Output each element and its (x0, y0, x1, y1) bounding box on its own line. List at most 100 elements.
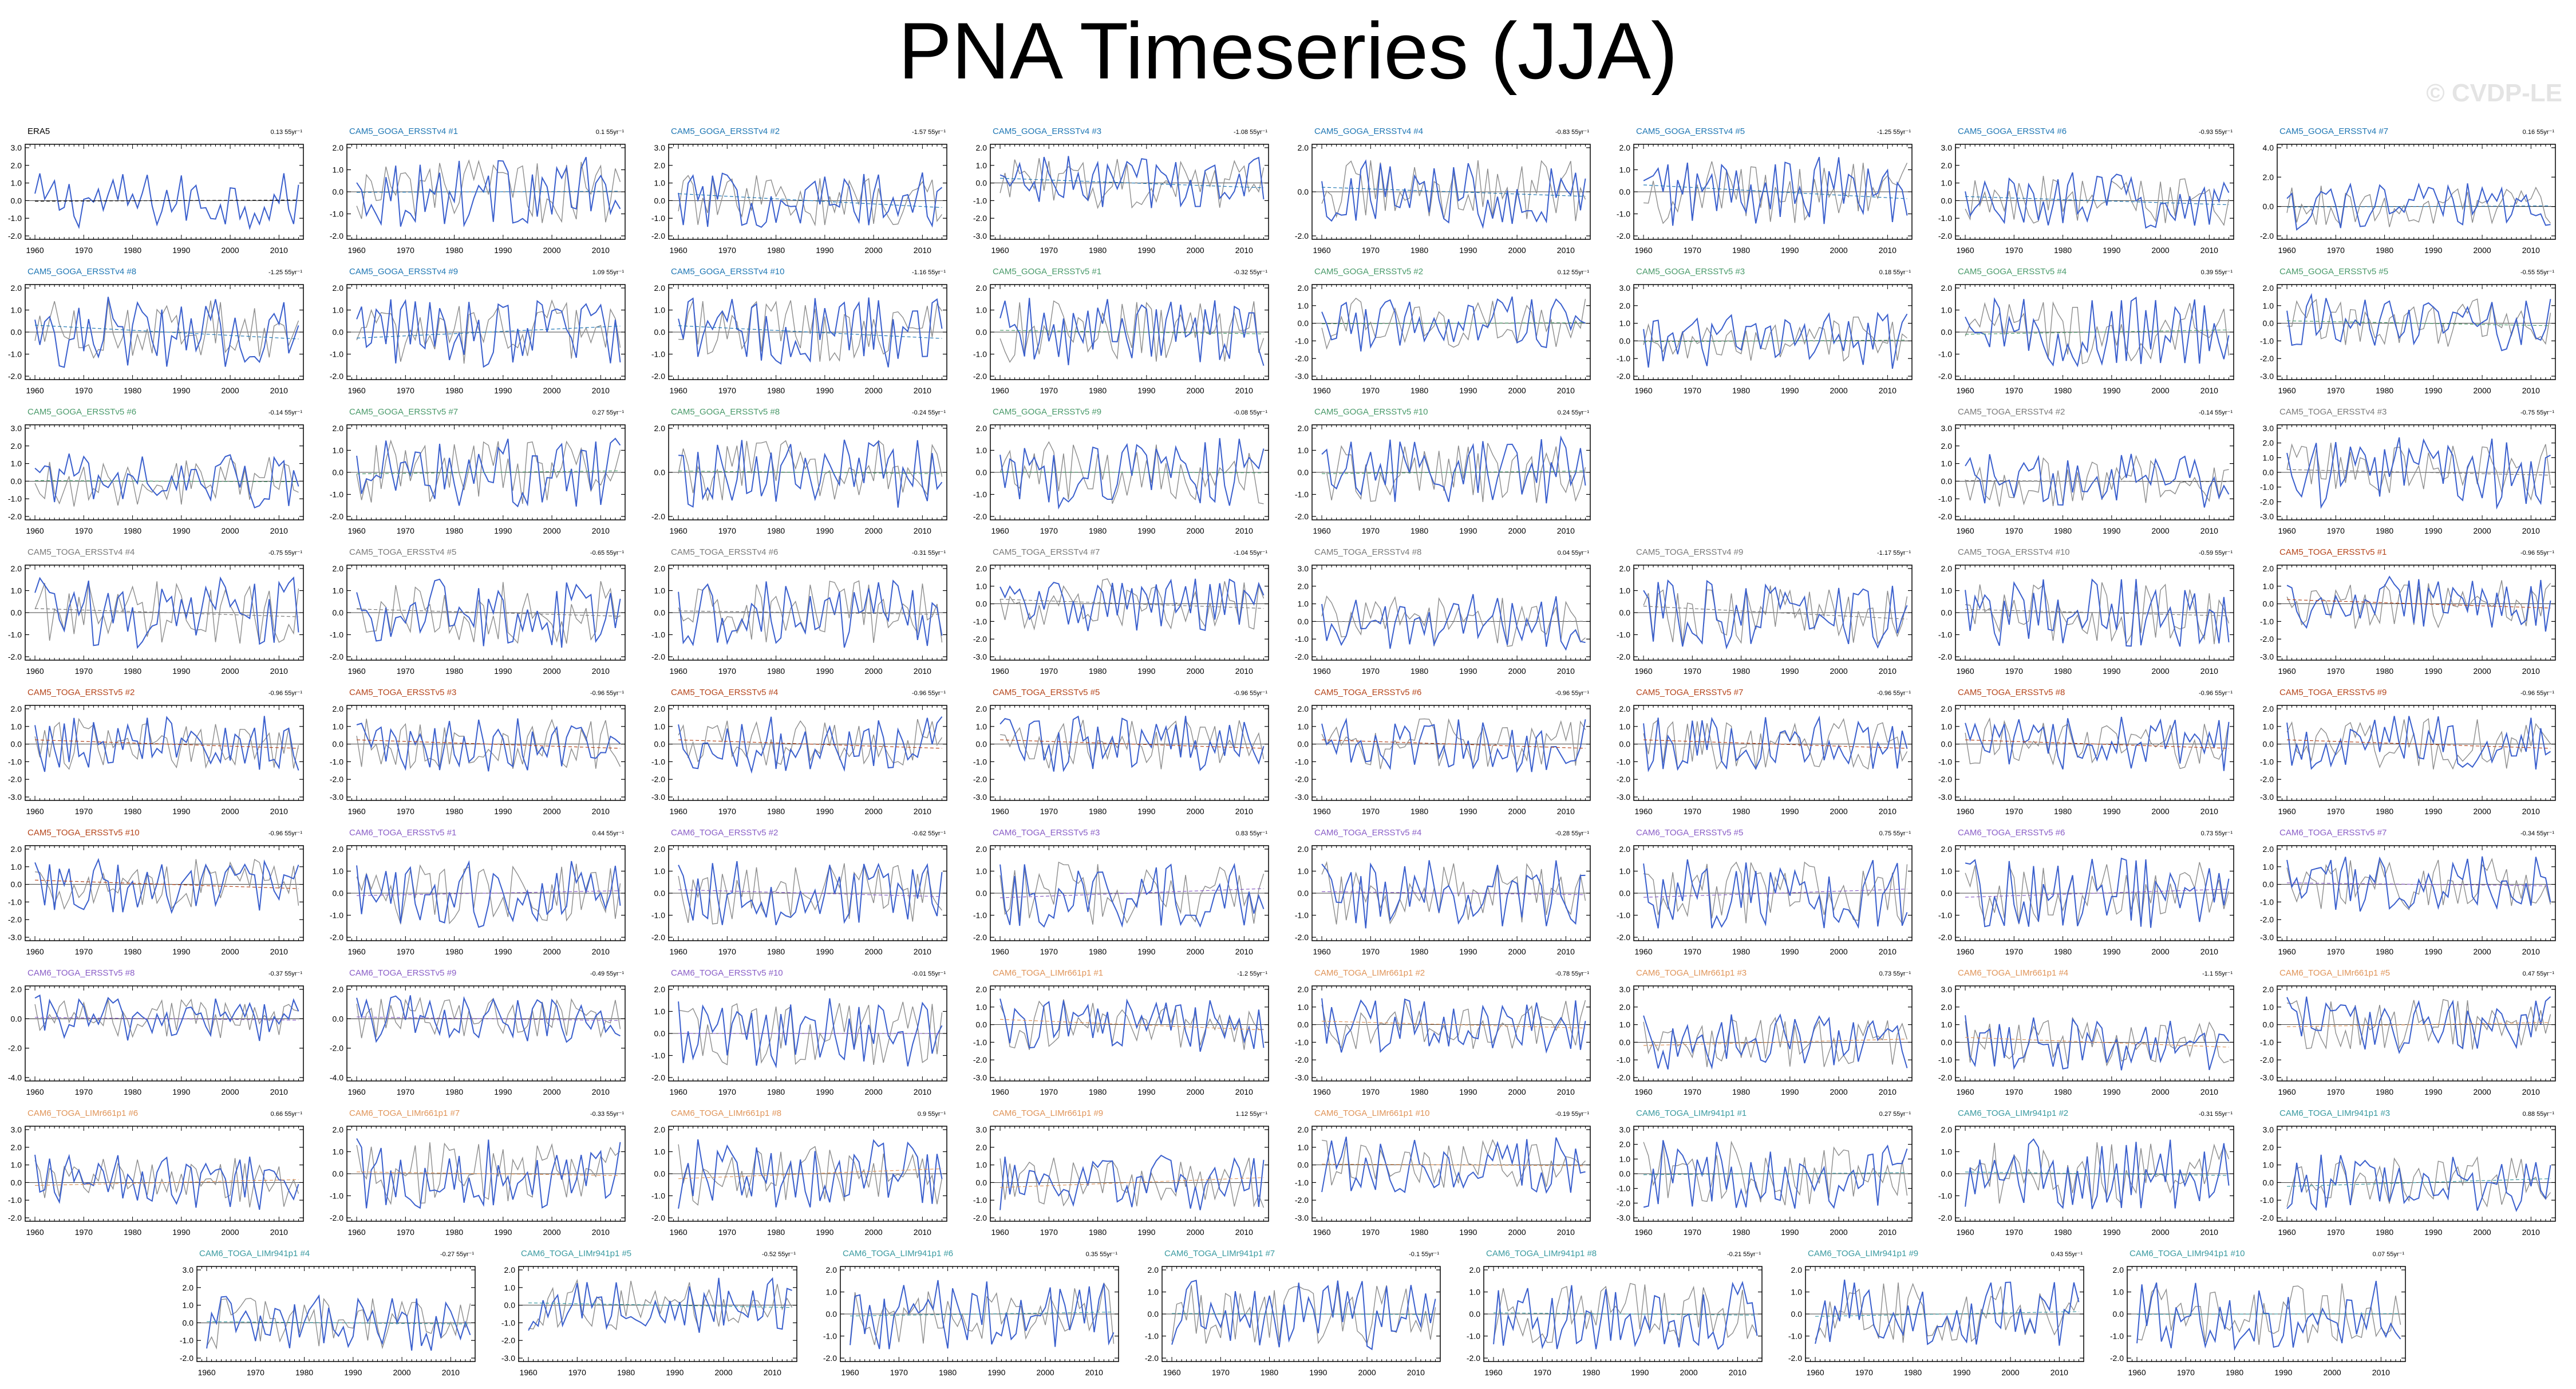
x-tick-label: 1970 (1040, 526, 1058, 535)
panel: CAM5_TOGA_ERSSTv5 #5 -0.96 55yr⁻¹ 2.0 1.0 0.… (973, 688, 1269, 816)
panel-title: CAM5_TOGA_ERSSTv5 #5 (993, 688, 1100, 697)
x-tick-label: 2000 (865, 386, 883, 395)
x-tick-label: 2000 (2474, 666, 2491, 676)
panel-title: CAM5_TOGA_ERSSTv4 #9 (1636, 547, 1743, 557)
x-tick-label: 2000 (543, 246, 561, 255)
x-tick-label: 1970 (1684, 666, 1701, 676)
panel-title: CAM5_GOGA_ERSSTv4 #10 (671, 267, 784, 277)
x-tick-label: 1980 (1732, 386, 1750, 395)
y-tick-label: 0.0 (1941, 327, 1953, 337)
x-tick-label: 1960 (991, 246, 1009, 255)
panel-trend: -0.96 55yr⁻¹ (1234, 690, 1267, 697)
y-tick-label: -2.0 (1295, 512, 1309, 521)
y-tick-label: 2.0 (1941, 441, 1953, 451)
panel-title: CAM5_GOGA_ERSSTv4 #2 (671, 127, 780, 136)
x-tick-label: 2010 (914, 807, 931, 816)
y-tick-label: 0.0 (654, 196, 666, 205)
trend-line (1965, 480, 2229, 483)
y-tick-label: -1.0 (651, 214, 665, 223)
panel-trend: 0.39 55yr⁻¹ (2201, 269, 2233, 276)
x-tick-label: 2010 (914, 666, 931, 676)
y-tick-label: -1.0 (651, 757, 665, 766)
x-tick-label: 1980 (1411, 526, 1428, 535)
x-tick-label: 1990 (1137, 386, 1155, 395)
x-tick-label: 2010 (1235, 526, 1253, 535)
y-tick-label: 3.0 (1941, 143, 1953, 152)
y-tick-label: -3.0 (651, 792, 665, 802)
panel-frame (25, 705, 304, 801)
y-tick-label: 3.0 (1298, 564, 1309, 573)
member-series-line (999, 438, 1265, 510)
panel: CAM5_GOGA_ERSSTv5 #7 0.27 55yr⁻¹ 2.0 1.0 0.0… (330, 407, 626, 535)
y-tick-label: 0.0 (333, 468, 344, 477)
y-tick-label: -1.0 (1295, 336, 1309, 345)
x-tick-label: 2000 (1508, 666, 1526, 676)
panel-title: CAM5_GOGA_ERSSTv5 #10 (1314, 407, 1428, 417)
panel-trend: -0.75 55yr⁻¹ (2520, 409, 2554, 416)
panel-title: CAM5_TOGA_ERSSTv4 #7 (993, 547, 1100, 557)
panel: CAM5_TOGA_ERSSTv4 #8 0.04 55yr⁻¹ 3.0 2.0 1.0… (1295, 547, 1591, 676)
panel: CAM5_TOGA_ERSSTv4 #5 -0.65 55yr⁻¹ 2.0 1.0 0.… (330, 547, 626, 676)
panel-trend: -1.16 55yr⁻¹ (912, 269, 946, 276)
panel-title: CAM5_TOGA_ERSSTv4 #4 (27, 547, 135, 557)
y-tick-label: 1.0 (2263, 582, 2274, 591)
x-tick-label: 2000 (1830, 386, 1848, 395)
panel-title: ERA5 (27, 127, 50, 136)
y-tick-label: -1.0 (1938, 350, 1952, 359)
panel: CAM5_GOGA_ERSSTv4 #2 -1.57 55yr⁻¹ 3.0 2.0 1.… (651, 127, 947, 255)
y-tick-label: 2.0 (976, 564, 987, 573)
panel: CAM5_GOGA_ERSSTv5 #2 0.12 55yr⁻¹ 2.0 1.0 0.0… (1295, 267, 1591, 395)
member-series-line (678, 172, 943, 228)
y-tick-label: -2.0 (973, 372, 987, 381)
y-tick-label: 0.0 (1298, 187, 1309, 196)
y-tick-label: 2.0 (654, 704, 666, 713)
x-tick-label: 2010 (270, 526, 288, 535)
x-tick-label: 1970 (718, 386, 736, 395)
y-tick-label: -2.0 (973, 214, 987, 223)
x-tick-label: 1960 (669, 807, 687, 816)
y-tick-label: 2.0 (333, 424, 344, 433)
trend-line (35, 199, 299, 202)
member-series-line (999, 156, 1265, 208)
x-tick-label: 2000 (1830, 666, 1848, 676)
y-tick-label: 2.0 (1941, 283, 1953, 293)
panel-title: CAM5_TOGA_ERSSTv5 #2 (27, 688, 135, 697)
y-tick-label: 3.0 (11, 143, 22, 152)
y-tick-label: 2.0 (1941, 564, 1953, 573)
x-tick-label: 1990 (1137, 246, 1155, 255)
panel-trend: 0.24 55yr⁻¹ (1558, 409, 1590, 416)
panel-trend: 0.16 55yr⁻¹ (2523, 129, 2555, 136)
panel-trend: 0.1 55yr⁻¹ (596, 129, 625, 136)
x-tick-label: 2000 (543, 807, 561, 816)
x-tick-label: 1980 (767, 666, 785, 676)
member-series-line (2286, 575, 2551, 632)
y-tick-label: -2.0 (8, 652, 22, 661)
y-tick-label: 1.0 (1619, 586, 1631, 595)
x-tick-label: 1990 (1459, 666, 1477, 676)
panel: CAM5_GOGA_ERSSTv5 #6 -0.14 55yr⁻¹ 3.0 2.0 1.… (8, 407, 304, 535)
y-tick-label: -2.0 (1938, 231, 1952, 240)
trend-line (2287, 469, 2551, 476)
panel: CAM5_TOGA_ERSSTv4 #4 -0.75 55yr⁻¹ 2.0 1.0 0.… (8, 547, 304, 676)
y-tick-label: -2.0 (2260, 354, 2274, 363)
y-tick-label: -1.0 (1617, 354, 1630, 363)
y-tick-label: 3.0 (1941, 424, 1953, 433)
y-tick-label: -2.0 (330, 652, 343, 661)
member-series-line (2286, 437, 2551, 510)
obs-series-line (1965, 582, 2230, 645)
trend-line (678, 471, 942, 474)
x-tick-label: 1970 (1040, 666, 1058, 676)
member-series-line (678, 297, 943, 368)
x-tick-label: 1970 (718, 246, 736, 255)
y-tick-label: 0.0 (2263, 468, 2274, 477)
y-tick-label: -1.0 (8, 350, 22, 359)
obs-series-line (678, 719, 943, 766)
y-tick-label: -3.0 (973, 231, 987, 240)
panel: CAM5_GOGA_ERSSTv5 #8 -0.24 55yr⁻¹ 2.0 0.0 -2… (651, 407, 947, 535)
x-tick-label: 2000 (222, 526, 239, 535)
trend-line (1965, 609, 2229, 617)
y-tick-label: -1.0 (651, 350, 665, 359)
x-tick-label: 1970 (397, 246, 414, 255)
y-tick-label: 1.0 (976, 722, 987, 731)
